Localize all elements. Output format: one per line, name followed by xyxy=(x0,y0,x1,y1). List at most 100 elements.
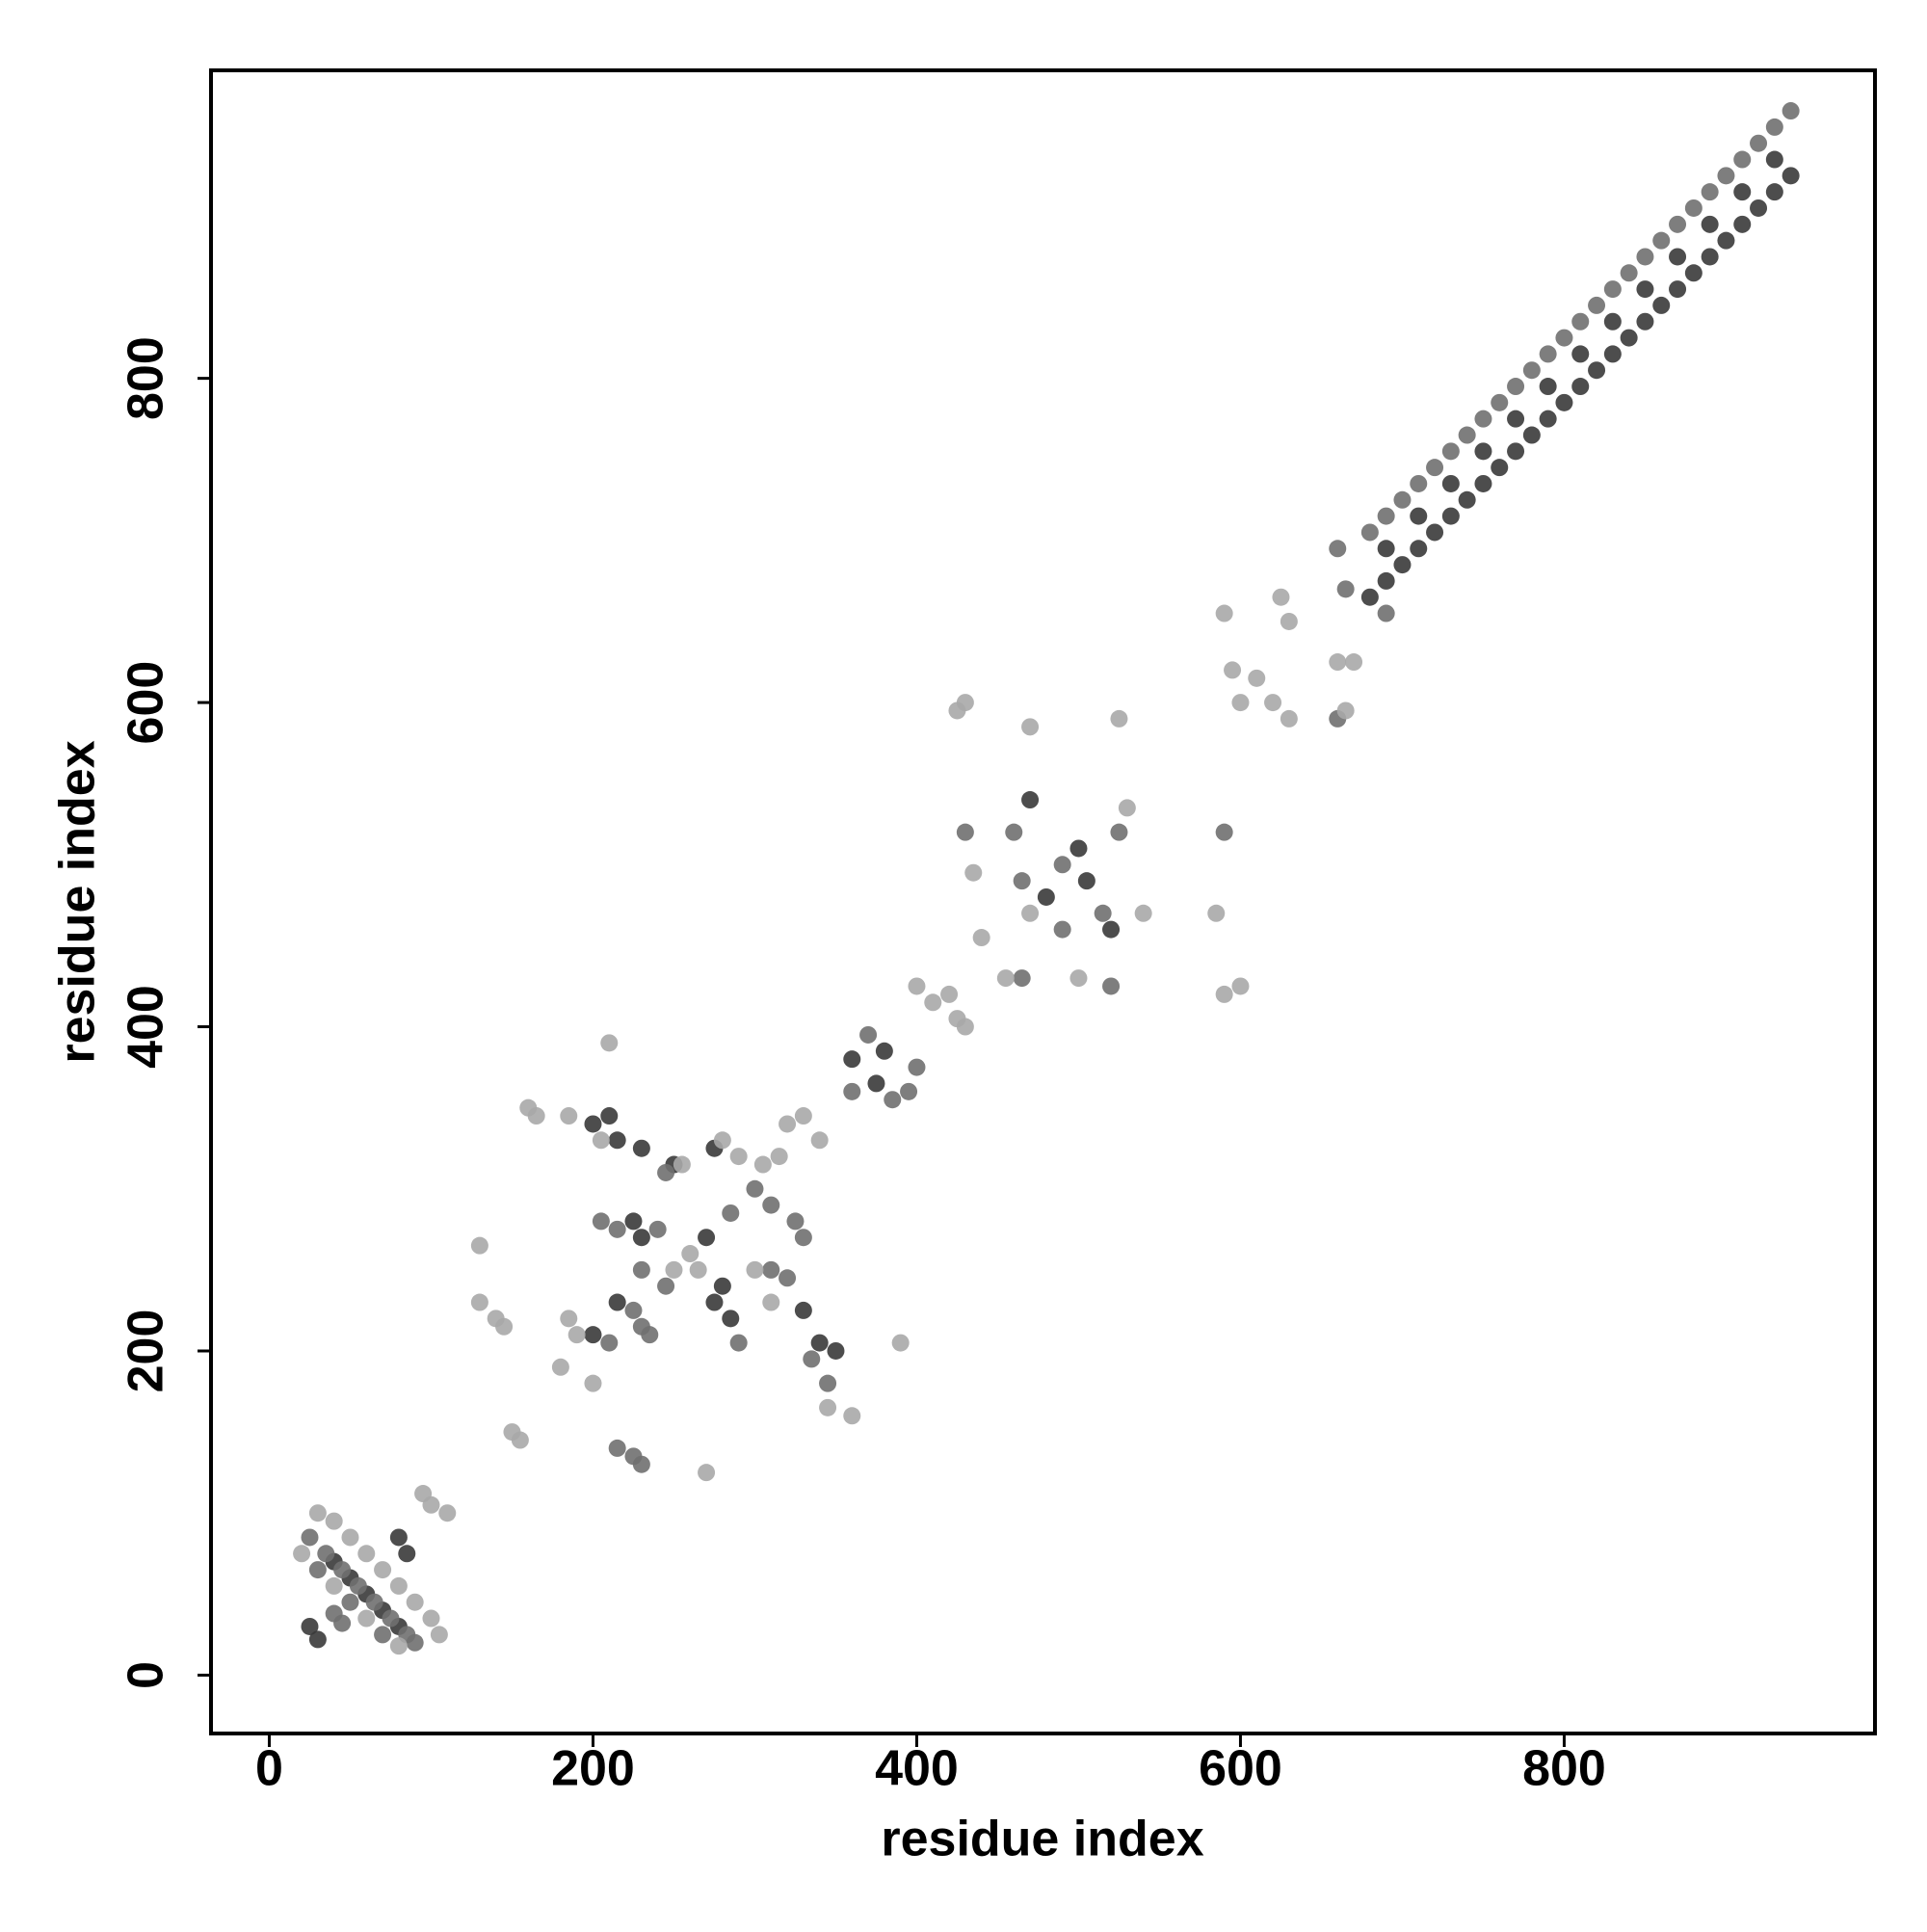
point xyxy=(374,1561,392,1579)
point xyxy=(1539,345,1557,363)
x-tick-label: 600 xyxy=(1199,1741,1282,1797)
x-tick-label: 800 xyxy=(1522,1741,1606,1797)
point xyxy=(1669,215,1687,233)
point xyxy=(1272,588,1290,606)
point xyxy=(1571,378,1590,396)
point xyxy=(293,1545,311,1563)
point xyxy=(333,1561,352,1579)
point xyxy=(1701,183,1719,201)
point xyxy=(681,1245,700,1263)
point xyxy=(389,1637,408,1655)
point xyxy=(908,977,926,995)
point xyxy=(1701,248,1719,266)
point xyxy=(1603,345,1622,363)
point xyxy=(1336,580,1355,598)
point xyxy=(1345,653,1363,672)
point xyxy=(632,1139,650,1157)
point xyxy=(1410,474,1428,492)
point xyxy=(422,1609,440,1628)
point xyxy=(308,1630,327,1649)
point xyxy=(1410,507,1428,525)
point xyxy=(964,863,983,882)
point xyxy=(422,1495,440,1514)
x-axis-label: residue index xyxy=(881,1812,1203,1867)
point xyxy=(1377,507,1395,525)
point xyxy=(1491,393,1509,411)
point xyxy=(1336,701,1355,720)
point xyxy=(1669,280,1687,299)
point xyxy=(705,1293,724,1311)
point xyxy=(398,1545,416,1563)
point xyxy=(875,1042,893,1060)
point xyxy=(608,1439,626,1457)
plot-frame xyxy=(209,68,1877,1735)
point xyxy=(357,1545,376,1563)
point xyxy=(592,1131,610,1150)
point xyxy=(1765,150,1783,169)
point xyxy=(779,1269,797,1287)
point xyxy=(584,1374,602,1392)
point xyxy=(1410,540,1428,558)
point xyxy=(1636,312,1654,331)
point xyxy=(1603,312,1622,331)
y-tick-label: 800 xyxy=(119,336,174,420)
point xyxy=(600,1107,619,1125)
point xyxy=(884,1091,902,1109)
point xyxy=(1765,118,1783,136)
point xyxy=(1522,426,1541,444)
point xyxy=(1021,791,1040,809)
point xyxy=(1620,329,1638,347)
point xyxy=(657,1277,675,1295)
point xyxy=(762,1260,780,1279)
point xyxy=(389,1576,408,1595)
point xyxy=(325,1512,343,1530)
point xyxy=(560,1107,578,1125)
point xyxy=(1426,523,1444,542)
point xyxy=(1491,459,1509,477)
point xyxy=(1588,296,1606,314)
point xyxy=(713,1277,731,1295)
point xyxy=(1522,361,1541,380)
point xyxy=(1636,280,1654,299)
point xyxy=(1571,345,1590,363)
point xyxy=(600,1034,619,1052)
point xyxy=(1782,102,1800,120)
point xyxy=(1474,410,1492,428)
point xyxy=(900,1082,918,1100)
point xyxy=(341,1528,359,1547)
point xyxy=(1652,231,1671,250)
x-tick-label: 400 xyxy=(875,1741,959,1797)
point xyxy=(1037,887,1055,906)
point xyxy=(1603,280,1622,299)
point xyxy=(762,1196,780,1214)
point xyxy=(956,823,974,841)
point xyxy=(1571,312,1590,331)
point xyxy=(365,1593,383,1611)
point xyxy=(374,1626,392,1644)
point xyxy=(1215,823,1233,841)
point xyxy=(1458,426,1476,444)
point xyxy=(1377,604,1395,622)
point xyxy=(511,1431,529,1449)
point xyxy=(1426,459,1444,477)
point xyxy=(1669,248,1687,266)
point xyxy=(1280,709,1298,728)
point xyxy=(1588,361,1606,380)
point xyxy=(308,1504,327,1522)
point xyxy=(495,1317,514,1336)
point xyxy=(1102,920,1121,939)
point xyxy=(568,1326,586,1344)
point xyxy=(430,1626,448,1644)
point xyxy=(1733,215,1752,233)
point xyxy=(729,1334,748,1352)
point xyxy=(908,1058,926,1076)
point xyxy=(698,1464,716,1482)
point xyxy=(996,969,1015,988)
point xyxy=(1215,604,1233,622)
point xyxy=(1441,442,1460,461)
point xyxy=(1441,507,1460,525)
point xyxy=(810,1334,829,1352)
point xyxy=(1782,167,1800,185)
point xyxy=(713,1131,731,1150)
